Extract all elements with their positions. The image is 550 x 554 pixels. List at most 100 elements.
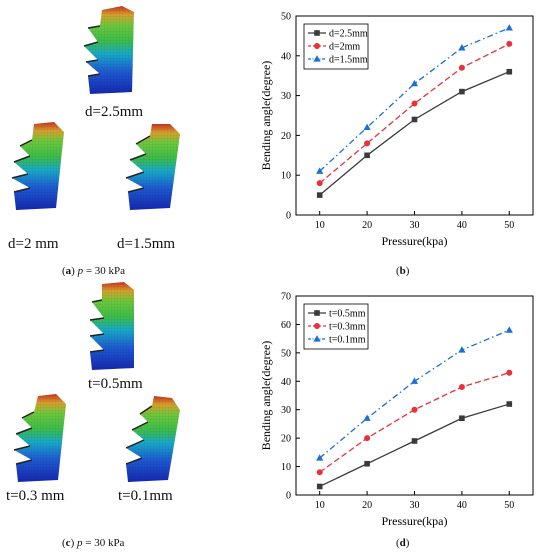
- data-point: [363, 123, 371, 131]
- data-point: [316, 192, 323, 198]
- data-point: [506, 369, 513, 376]
- y-tick-label: 50: [281, 348, 291, 359]
- model-label: t=0.5mm: [88, 376, 143, 392]
- x-tick-label: 10: [315, 220, 325, 231]
- x-tick-label: 40: [457, 220, 467, 231]
- y-tick-label: 40: [281, 51, 291, 62]
- bending-angle-chart-d: 0 10 20 30 40 50 10 20 30 40 50 Pressure(kpa) Bendin…: [259, 12, 534, 248]
- x-axis-label: Pressure(kpa): [382, 514, 448, 528]
- series-line: [319, 43, 510, 184]
- legend-marker: [314, 43, 320, 49]
- model-label: t=0.3 mm: [6, 488, 65, 504]
- data-point: [316, 483, 323, 490]
- x-axis-label: Pressure(kpa): [382, 234, 448, 248]
- x-tick-label: 10: [315, 500, 325, 511]
- data-point: [459, 415, 465, 422]
- legend-marker: [314, 310, 320, 316]
- series-d=1.5mm: [316, 24, 513, 174]
- x-tick-label: 20: [362, 500, 372, 511]
- data-point: [505, 326, 513, 333]
- series-t=0.5mm: [316, 401, 513, 490]
- x-tick-label: 50: [504, 500, 514, 511]
- data-point: [458, 44, 466, 51]
- legend-marker: [313, 55, 321, 62]
- legend-label: d=1.5mm: [329, 55, 368, 66]
- data-point: [459, 88, 465, 95]
- fem-model-image: [125, 396, 180, 482]
- legend-label: d=2.5mm: [329, 29, 368, 40]
- series-t=0.3mm: [316, 369, 513, 476]
- series-t=0.1mm: [316, 326, 513, 461]
- data-point: [316, 180, 323, 187]
- legend-marker: [314, 323, 320, 329]
- y-tick-label: 10: [281, 171, 291, 182]
- data-point: [411, 100, 418, 107]
- series-d=2mm: [316, 40, 513, 187]
- data-point: [410, 377, 419, 384]
- model-label: d=2 mm: [8, 236, 59, 252]
- x-tick-label: 40: [457, 500, 467, 511]
- legend-label: t=0.5mm: [329, 309, 366, 320]
- data-point: [505, 24, 513, 31]
- data-point: [410, 79, 419, 87]
- y-tick-label: 20: [281, 131, 291, 142]
- caption-c: (c) p = 30 kPa: [62, 537, 125, 549]
- legend-marker: [314, 30, 320, 36]
- series-line: [319, 403, 510, 488]
- series-line: [319, 27, 510, 172]
- y-tick-label: 10: [281, 462, 291, 473]
- legend-label: d=2mm: [329, 42, 360, 53]
- y-axis-label: Bending angle(degree): [259, 61, 273, 171]
- data-point: [458, 383, 465, 390]
- y-axis-label: Bending angle(degree): [259, 341, 273, 451]
- data-point: [411, 438, 418, 444]
- fem-model-image: [89, 282, 134, 370]
- fem-model-image: [83, 6, 134, 94]
- data-point: [364, 152, 370, 159]
- bending-angle-chart-t: 0 10 20 30 40 50 60 70 10 20 30 40 50 Pressure(kpa) Be…: [259, 292, 534, 528]
- data-point: [411, 406, 418, 413]
- data-point: [411, 116, 418, 123]
- data-point: [458, 64, 465, 71]
- data-point: [506, 68, 513, 75]
- data-point: [316, 469, 323, 476]
- x-tick-label: 50: [504, 220, 514, 231]
- x-tick-label: 20: [362, 220, 372, 231]
- data-point: [364, 435, 371, 442]
- data-point: [364, 140, 371, 147]
- x-tick-label: 30: [410, 220, 420, 231]
- y-tick-label: 60: [281, 320, 291, 331]
- y-tick-label: 30: [281, 405, 291, 416]
- y-tick-label: 20: [281, 434, 291, 445]
- y-tick-label: 70: [281, 292, 291, 303]
- series-line: [319, 71, 510, 196]
- legend-label: t=0.3mm: [329, 322, 366, 333]
- caption-b: (b): [396, 265, 410, 277]
- model-label: d=1.5mm: [117, 236, 176, 252]
- data-point: [316, 454, 324, 461]
- y-tick-label: 40: [281, 377, 291, 388]
- legend: t=0.5mm t=0.3mm t=0.1mm: [303, 303, 369, 350]
- legend-label: t=0.1mm: [329, 335, 366, 346]
- caption-d: (d): [396, 537, 410, 549]
- data-point: [506, 401, 513, 407]
- fem-model-image: [11, 122, 64, 210]
- legend: d=2.5mm d=2mm d=1.5mm: [303, 23, 369, 70]
- x-tick-label: 30: [410, 500, 420, 511]
- series-d=2.5mm: [316, 68, 513, 198]
- model-label: d=2.5mm: [85, 104, 144, 120]
- data-point: [364, 460, 370, 467]
- chart-d: 0 10 20 30 40 50 60 70 10 20 30 40 50 Pressure(kpa) Be…: [256, 280, 546, 537]
- y-tick-label: 0: [286, 211, 291, 222]
- model-label: t=0.1mm: [118, 488, 173, 504]
- series-line: [319, 372, 510, 473]
- fem-model-image: [13, 394, 66, 482]
- y-tick-label: 50: [281, 12, 291, 23]
- y-tick-label: 30: [281, 91, 291, 102]
- caption-a: (a) p = 30 kPa: [62, 265, 126, 277]
- data-point: [363, 414, 371, 421]
- y-tick-label: 0: [286, 491, 291, 502]
- data-point: [506, 40, 513, 47]
- legend-marker: [313, 335, 321, 342]
- data-point: [458, 346, 466, 353]
